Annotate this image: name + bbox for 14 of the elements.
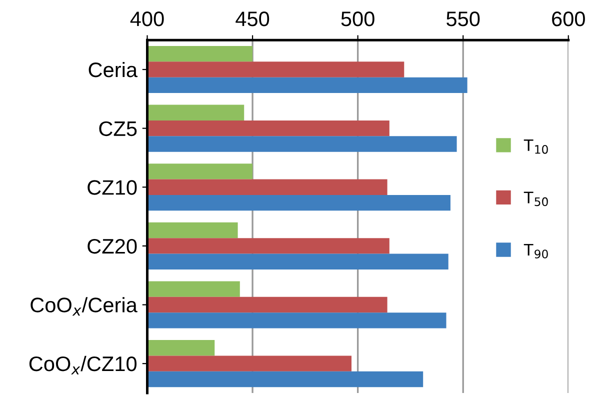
y-tick-label: CZ10 — [88, 180, 137, 195]
y-tick-label: CZ20 — [88, 238, 137, 254]
y-tick-label: CZ5 — [99, 121, 137, 136]
y-tick-label: CoO$_{x}$/CZ10 — [29, 356, 137, 374]
x-tick-label: 450 — [236, 12, 270, 26]
legend-label: T$_{10}$ — [524, 139, 548, 154]
x-tick-label: 600 — [552, 12, 585, 26]
y-tick-label: Ceria — [88, 62, 138, 78]
legend-label: T$_{50}$ — [524, 192, 548, 206]
legend-label: T$_{90}$ — [524, 244, 548, 258]
y-tick-label: CoO$_{x}$/Ceria — [30, 297, 138, 316]
x-tick-label: 550 — [446, 12, 480, 26]
x-tick-label: 500 — [341, 12, 374, 26]
x-tick-label: 400 — [130, 12, 164, 26]
